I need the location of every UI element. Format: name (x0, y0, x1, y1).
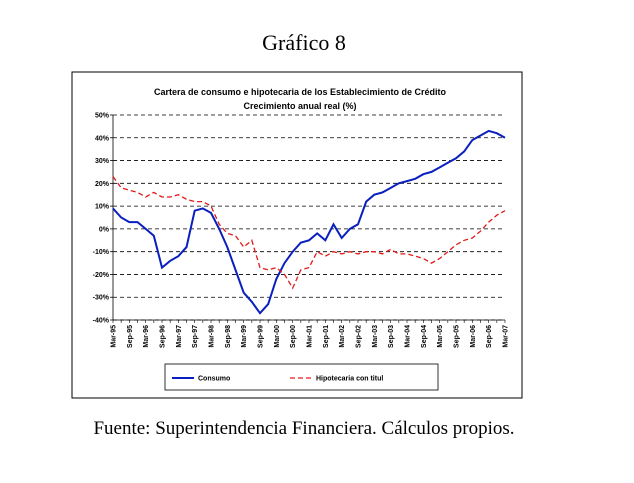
x-tick-label: Mar-06 (470, 325, 477, 348)
x-tick-label: Mar-00 (274, 325, 281, 348)
x-tick-label: Sep-98 (225, 325, 232, 348)
x-tick-label: Mar-03 (372, 325, 379, 348)
y-tick-label: -10% (93, 249, 110, 256)
x-tick-label: Mar-95 (111, 325, 118, 348)
x-tick-label: Sep-05 (454, 325, 461, 348)
chart-title: Cartera de consumo e hipotecaria de los … (154, 87, 447, 97)
y-tick-label: -30% (93, 295, 110, 302)
source-note: Fuente: Superintendencia Financiera. Cál… (93, 418, 514, 439)
x-tick-label: Mar-01 (307, 325, 314, 348)
x-tick-label: Mar-07 (503, 325, 510, 348)
legend-label: Consumo (198, 376, 230, 383)
x-tick-label: Sep-04 (421, 325, 428, 348)
x-tick-label: Mar-96 (143, 325, 150, 348)
y-tick-label: -40% (93, 318, 110, 325)
y-tick-label: 10% (95, 204, 110, 211)
y-tick-label: -20% (93, 272, 110, 279)
legend-label: Hipotecaria con titul (316, 376, 383, 383)
x-tick-label: Sep-95 (127, 325, 134, 348)
y-tick-label: 50% (95, 113, 110, 120)
x-tick-label: Mar-98 (209, 325, 216, 348)
x-tick-label: Sep-00 (290, 325, 297, 348)
y-tick-label: 40% (95, 135, 110, 142)
y-tick-label: 30% (95, 158, 110, 165)
x-tick-label: Sep-97 (192, 325, 199, 348)
x-tick-label: Mar-99 (241, 325, 248, 348)
series-line (112, 129, 506, 315)
series-line (112, 176, 506, 290)
x-tick-label: Mar-04 (405, 325, 412, 348)
x-tick-label: Sep-99 (258, 325, 265, 348)
x-tick-label: Sep-03 (388, 325, 395, 348)
x-tick-label: Mar-02 (339, 325, 346, 348)
legend-box (164, 363, 439, 391)
chart-subtitle: Crecimiento anual real (%) (243, 101, 356, 111)
heading: Gráfico 8 (262, 30, 346, 55)
x-tick-label: Mar-97 (176, 325, 183, 348)
x-tick-label: Sep-06 (486, 325, 493, 348)
chart-frame (71, 71, 523, 399)
y-tick-label: 20% (95, 181, 110, 188)
x-tick-label: Sep-02 (356, 325, 363, 348)
x-tick-label: Sep-96 (160, 325, 167, 348)
x-tick-label: Mar-05 (437, 325, 444, 348)
y-tick-label: 0% (99, 226, 110, 233)
x-tick-label: Sep-01 (323, 325, 330, 348)
